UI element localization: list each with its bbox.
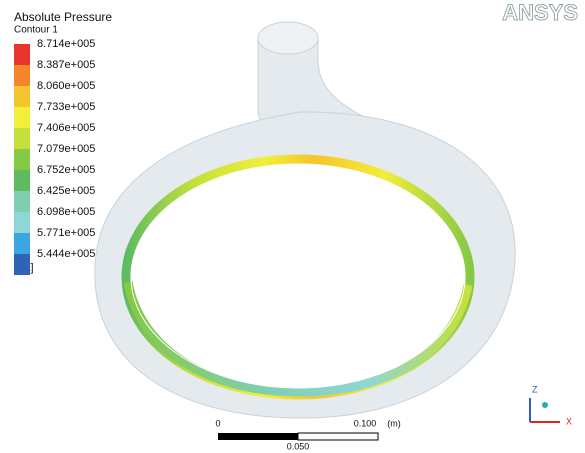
legend-swatch — [14, 107, 30, 128]
scale-end: 0.100 — [354, 418, 377, 428]
legend-title: Absolute Pressure — [14, 10, 112, 24]
legend-label: 5.771e+005 — [37, 227, 95, 239]
legend-label: 6.752e+005 — [37, 164, 95, 176]
legend-swatch — [14, 149, 30, 170]
legend-label: 8.060e+005 — [37, 80, 95, 92]
logo: ANSYS — [502, 0, 578, 25]
legend-swatch — [14, 44, 30, 65]
legend-label: 7.079e+005 — [37, 143, 95, 155]
legend-swatch — [14, 65, 30, 86]
scale-middle: 0.050 — [287, 441, 310, 451]
triad-z: Z — [532, 384, 538, 394]
legend-swatch — [14, 233, 30, 254]
legend-swatch — [14, 170, 30, 191]
legend-label: 6.098e+005 — [37, 206, 95, 218]
scale-bar: 0 0.100 (m) 0.050 — [215, 418, 400, 451]
legend-swatch — [14, 128, 30, 149]
axis-triad: Z X — [530, 384, 572, 426]
legend-subtitle: Contour 1 — [14, 25, 58, 36]
scale-start: 0 — [215, 418, 220, 428]
legend-swatch — [14, 212, 30, 233]
legend-label: 6.425e+005 — [37, 185, 95, 197]
triad-x: X — [566, 416, 572, 426]
legend-swatch — [14, 86, 30, 107]
scale-unit: (m) — [387, 418, 401, 428]
legend-label: 5.444e+005 — [37, 248, 95, 260]
legend-label: 8.387e+005 — [37, 59, 95, 71]
legend-swatch — [14, 191, 30, 212]
legend-swatch — [14, 254, 30, 275]
legend-label: 7.733e+005 — [37, 101, 95, 113]
legend-label: 7.406e+005 — [37, 122, 95, 134]
pressure-band — [126, 159, 470, 395]
legend: Absolute Pressure Contour 1 [Pa] 8.714e+… — [14, 10, 112, 275]
viewport: Absolute Pressure Contour 1 [Pa] 8.714e+… — [0, 0, 585, 453]
legend-label: 8.714e+005 — [37, 38, 95, 50]
